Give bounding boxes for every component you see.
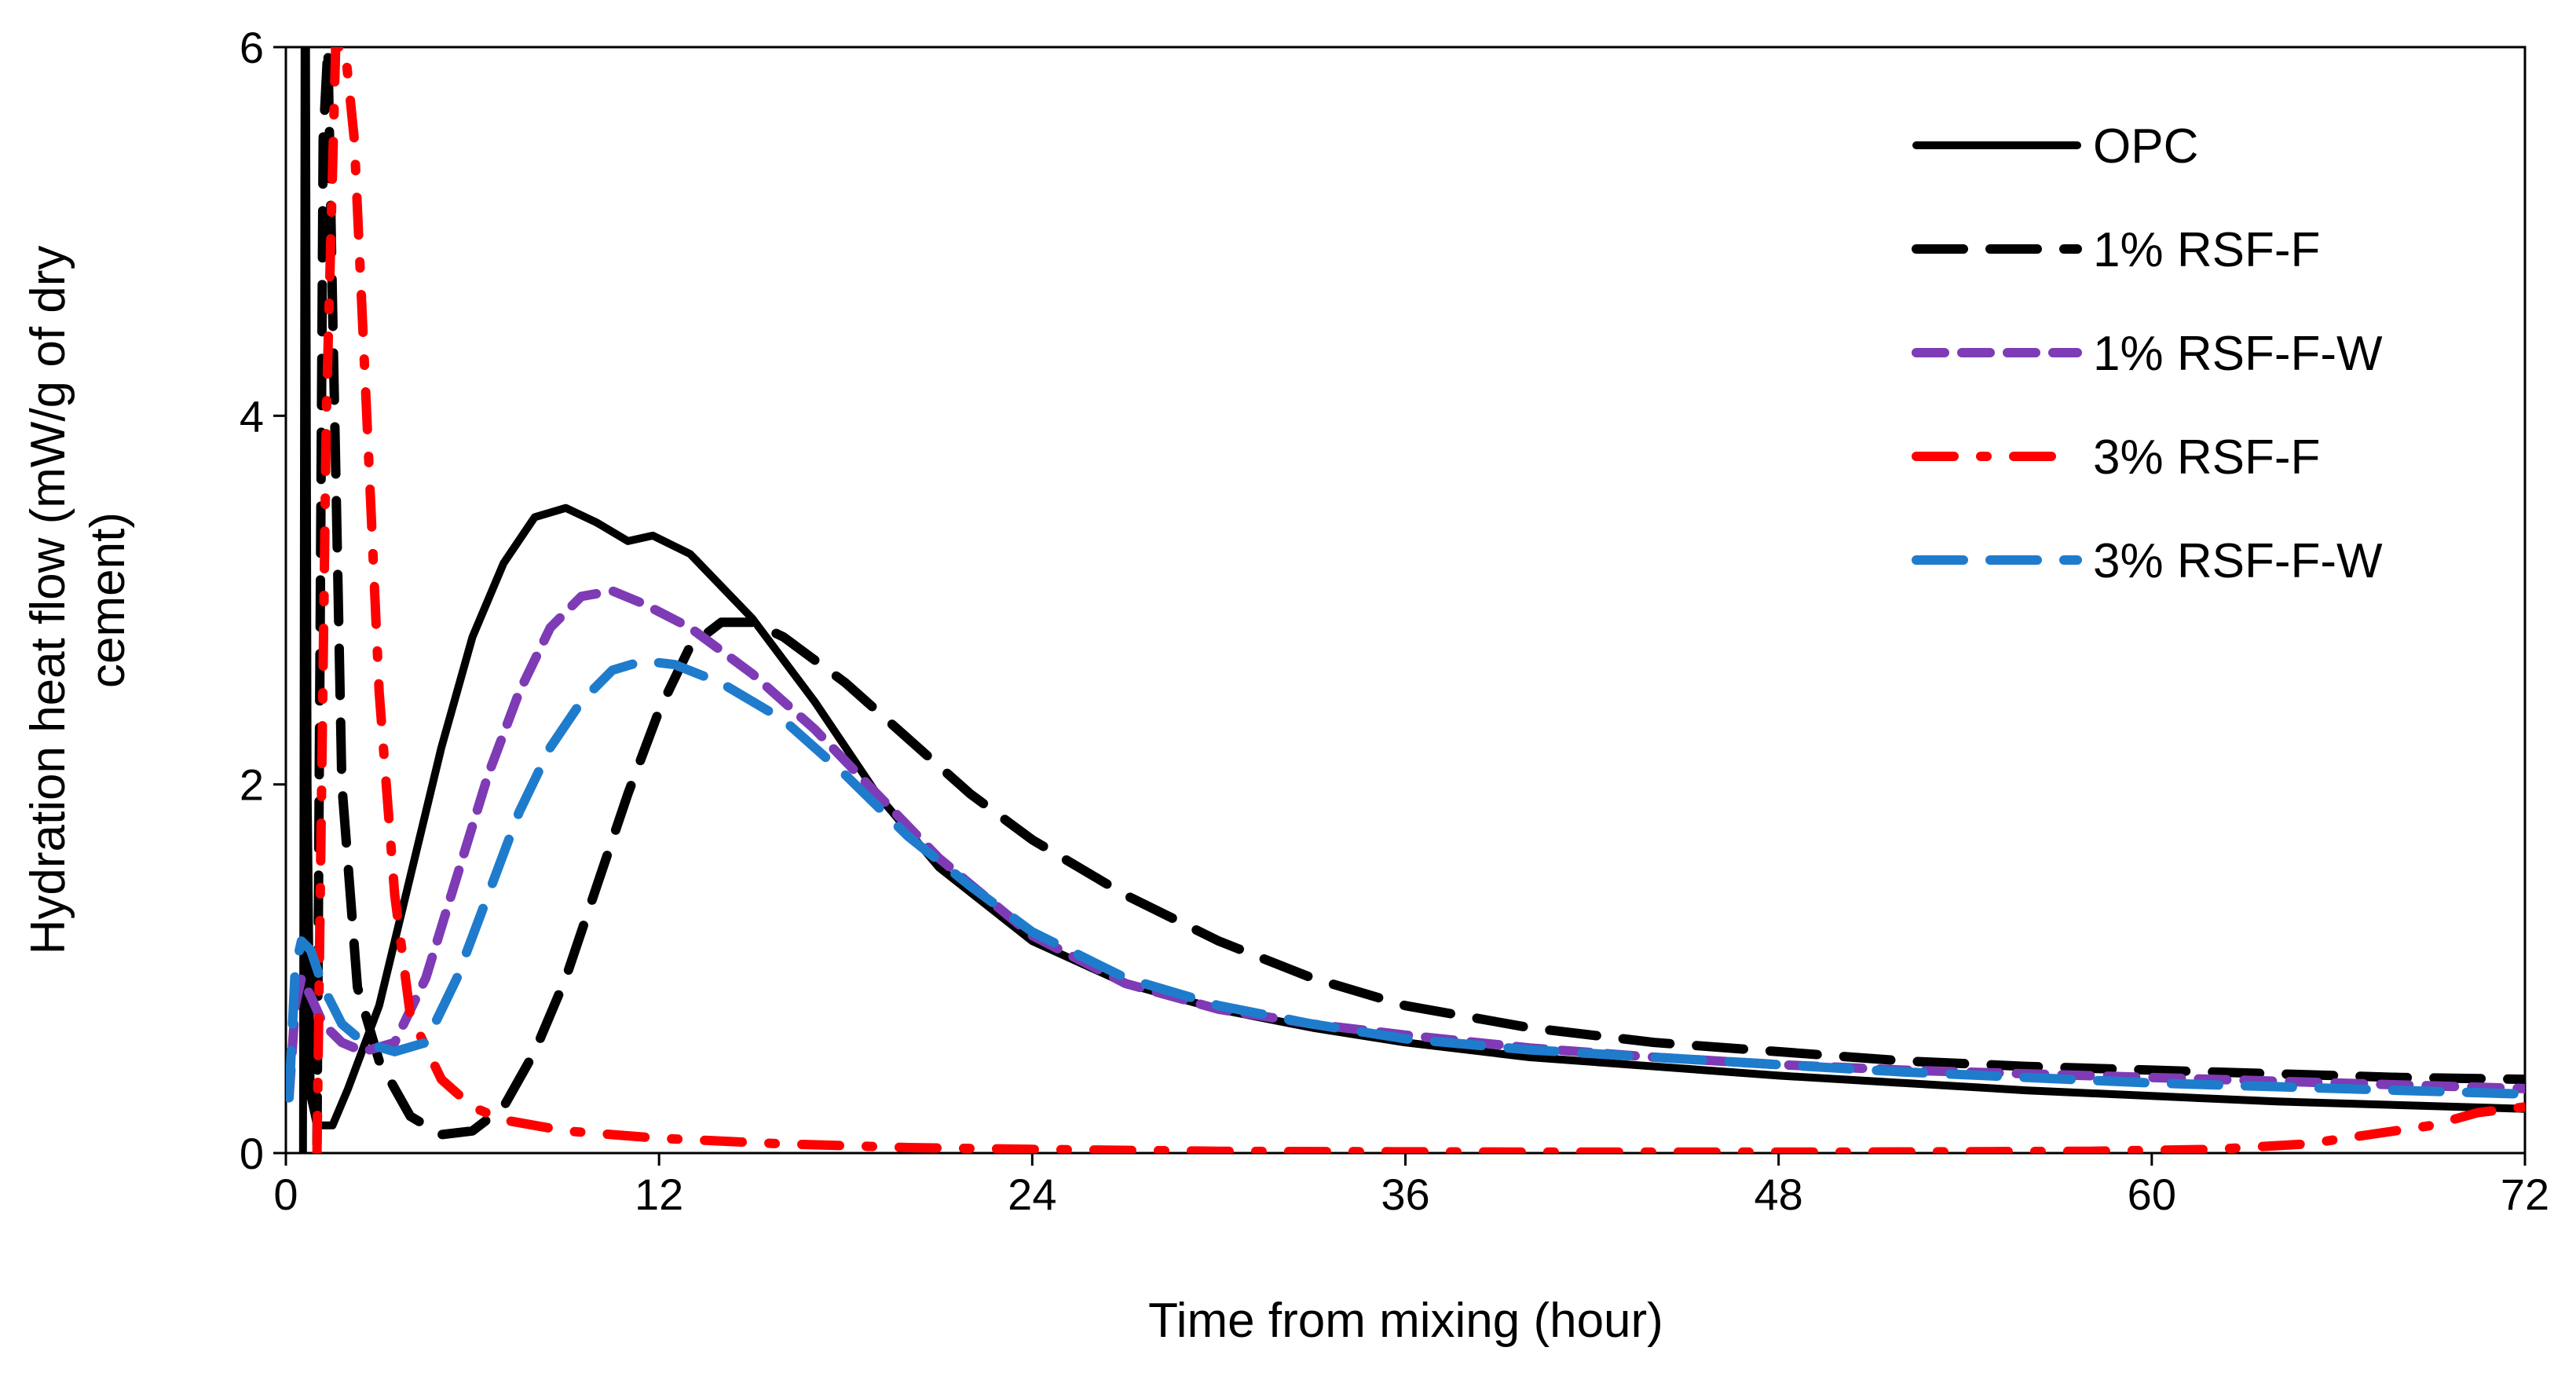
legend-label-4: 3% RSF-F-W [2093, 534, 2383, 588]
x-axis-title: Time from mixing (hour) [1148, 1294, 1663, 1348]
x-tick-label: 0 [273, 1170, 298, 1219]
series-line-0 [298, 47, 2525, 1153]
legend: OPC 1% RSF-F 1% RSF-F-W 3% RSF-F 3% RSF-F-W [1912, 119, 2383, 588]
y-tick-label: 2 [240, 760, 264, 810]
y-tick-label: 6 [240, 23, 264, 72]
legend-label-2: 1% RSF-F-W [2093, 327, 2383, 381]
x-tick-label: 48 [1755, 1170, 1803, 1219]
series-line-4 [286, 656, 2525, 1103]
x-tick-label: 12 [635, 1170, 683, 1219]
x-tick-label: 72 [2501, 1170, 2549, 1219]
series-line-3 [312, 47, 2525, 1153]
legend-label-3: 3% RSF-F [2093, 430, 2320, 485]
plot-area [284, 46, 2527, 1155]
y-axis-title-line-2: cement) [81, 512, 135, 688]
series-line-1 [312, 47, 2525, 1149]
x-tick-label: 60 [2128, 1170, 2176, 1219]
y-axis-title-line-1: Hydration heat flow (mW/g of dry [21, 246, 75, 955]
x-tick-label: 36 [1381, 1170, 1429, 1219]
legend-label-0: OPC [2093, 119, 2198, 174]
series-layer [286, 47, 2525, 1153]
x-tick-label: 24 [1008, 1170, 1056, 1219]
legend-label-1: 1% RSF-F [2093, 223, 2320, 277]
y-tick-label: 4 [240, 391, 264, 441]
y-tick-label: 0 [240, 1129, 264, 1178]
